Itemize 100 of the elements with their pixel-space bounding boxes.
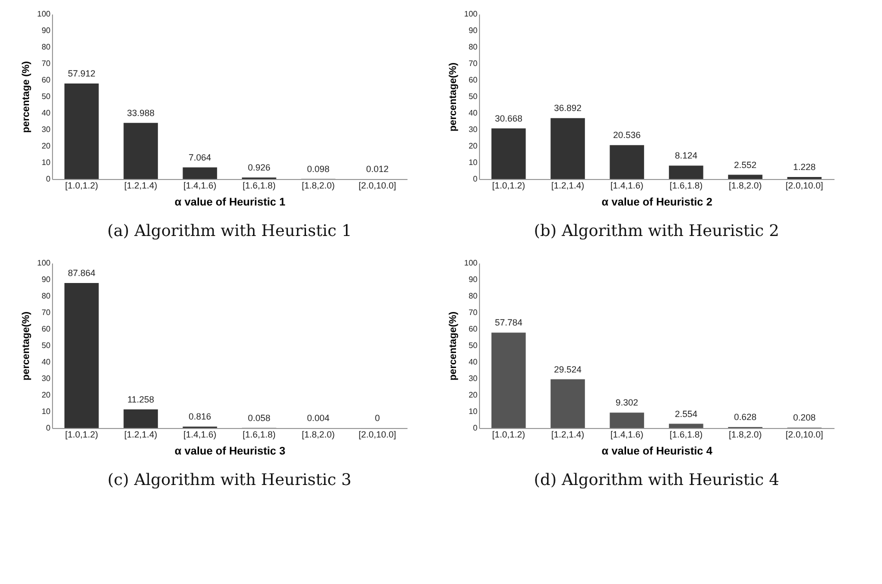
y-axis-title: percentage(%): [21, 312, 32, 380]
bar: [491, 128, 526, 179]
data-label: 0: [374, 413, 380, 423]
y-tick-label: 90: [468, 26, 478, 35]
x-tick-label: [2.0,10.0]: [358, 430, 396, 440]
y-tick-label: 10: [42, 407, 52, 416]
data-label: 0.208: [793, 412, 816, 423]
x-axis-title: α value of Heuristic 3: [174, 446, 286, 458]
y-tick-label: 70: [42, 308, 52, 317]
y-tick-label: 20: [42, 142, 52, 150]
data-label: 0.926: [248, 162, 270, 172]
y-axis-title: percentage(%): [448, 312, 460, 380]
data-label: 9.302: [616, 398, 638, 408]
data-label: 20.536: [613, 130, 641, 140]
y-tick-label: 50: [42, 92, 52, 101]
y-tick-label: 40: [468, 108, 478, 118]
bar: [668, 166, 704, 179]
y-tick-label: 80: [42, 292, 52, 300]
x-tick-label: [1.6,1.8): [670, 180, 703, 190]
bar: [124, 122, 158, 179]
data-label: 11.258: [127, 394, 154, 404]
y-tick-label: 60: [468, 76, 478, 84]
bar: [491, 332, 526, 428]
y-axis-title: percentage (%): [21, 61, 32, 133]
data-label: 29.524: [554, 364, 582, 374]
y-tick-label: 90: [42, 275, 52, 284]
y-tick-label: 80: [42, 42, 52, 52]
x-tick-label: [1.0,1.2): [65, 430, 98, 440]
y-tick-label: 0: [473, 174, 478, 184]
data-label: 2.554: [674, 408, 698, 419]
x-tick-label: [1.2,1.4): [551, 180, 584, 190]
data-label: 57.912: [68, 68, 96, 78]
data-label: 0.004: [306, 412, 330, 423]
x-tick-label: [1.4,1.6): [183, 430, 216, 440]
x-tick-label: [1.0,1.2): [492, 180, 526, 190]
x-tick-label: [2.0,10.0]: [786, 430, 824, 440]
x-tick-label: [1.8,2.0): [728, 430, 762, 440]
y-tick-label: 50: [42, 341, 52, 350]
y-tick-label: 90: [468, 275, 478, 284]
y-tick-label: 10: [468, 407, 478, 416]
x-tick-label: [1.2,1.4): [124, 180, 158, 190]
x-axis-title: α value of Heuristic 4: [602, 446, 714, 458]
bar: [64, 83, 99, 179]
bar: [550, 379, 585, 428]
y-tick-label: 20: [468, 142, 478, 150]
x-tick-label: [1.6,1.8): [670, 430, 703, 440]
y-tick-label: 60: [468, 324, 478, 334]
y-tick-label: 20: [468, 390, 478, 400]
data-label: 2.552: [734, 160, 757, 170]
y-tick-label: 0: [473, 424, 478, 432]
x-axis-title: α value of Heuristic 2: [602, 196, 712, 208]
y-tick-label: 40: [42, 108, 52, 118]
y-tick-label: 30: [468, 374, 478, 383]
x-tick-label: [2.0,10.0]: [786, 180, 824, 190]
y-tick-label: 100: [37, 10, 52, 18]
text: (b) Algorithm with Heuristic 2: [534, 221, 780, 240]
x-tick-label: [1.0,1.2): [492, 430, 526, 440]
bar: [668, 424, 704, 428]
y-tick-label: 40: [42, 358, 52, 366]
x-tick-label: [1.6,1.8): [242, 180, 276, 190]
x-axis-title: α value of Heuristic 1: [174, 196, 286, 208]
y-tick-label: 70: [42, 59, 52, 68]
y-tick-label: 60: [42, 76, 52, 84]
y-tick-label: 90: [42, 26, 52, 35]
y-tick-label: 10: [468, 158, 478, 167]
x-tick-label: [1.8,2.0): [728, 180, 762, 190]
data-label: 0.058: [248, 412, 270, 423]
y-tick-label: 80: [468, 292, 478, 300]
x-tick-label: [1.2,1.4): [124, 430, 158, 440]
y-tick-label: 80: [468, 42, 478, 52]
y-tick-label: 70: [468, 308, 478, 317]
x-tick-label: [1.4,1.6): [183, 180, 216, 190]
bar: [610, 412, 644, 428]
x-tick-label: [1.0,1.2): [65, 180, 98, 190]
y-tick-label: 40: [468, 358, 478, 366]
y-tick-label: 20: [42, 390, 52, 400]
y-tick-label: 30: [42, 374, 52, 383]
y-tick-label: 50: [468, 341, 478, 350]
bar: [64, 283, 99, 428]
data-label: 30.668: [494, 113, 522, 124]
text: (d) Algorithm with Heuristic 4: [534, 470, 780, 489]
y-tick-label: 70: [468, 59, 478, 68]
bar: [728, 174, 762, 179]
y-tick-label: 60: [42, 324, 52, 334]
x-tick-label: [2.0,10.0]: [358, 180, 396, 190]
data-label: 8.124: [674, 150, 698, 161]
data-label: 0.628: [734, 412, 757, 422]
y-axis-title: percentage(%): [448, 62, 460, 132]
bar: [610, 145, 644, 179]
y-tick-label: 0: [46, 424, 52, 432]
bar: [182, 167, 218, 179]
y-tick-label: 50: [468, 92, 478, 101]
x-tick-label: [1.8,2.0): [302, 180, 335, 190]
y-tick-label: 100: [37, 258, 52, 268]
data-label: 0.012: [366, 164, 389, 174]
y-tick-label: 0: [46, 174, 52, 184]
data-label: 87.864: [68, 268, 96, 278]
y-tick-label: 30: [468, 125, 478, 134]
bar: [550, 118, 585, 179]
data-label: 0.816: [188, 412, 212, 422]
